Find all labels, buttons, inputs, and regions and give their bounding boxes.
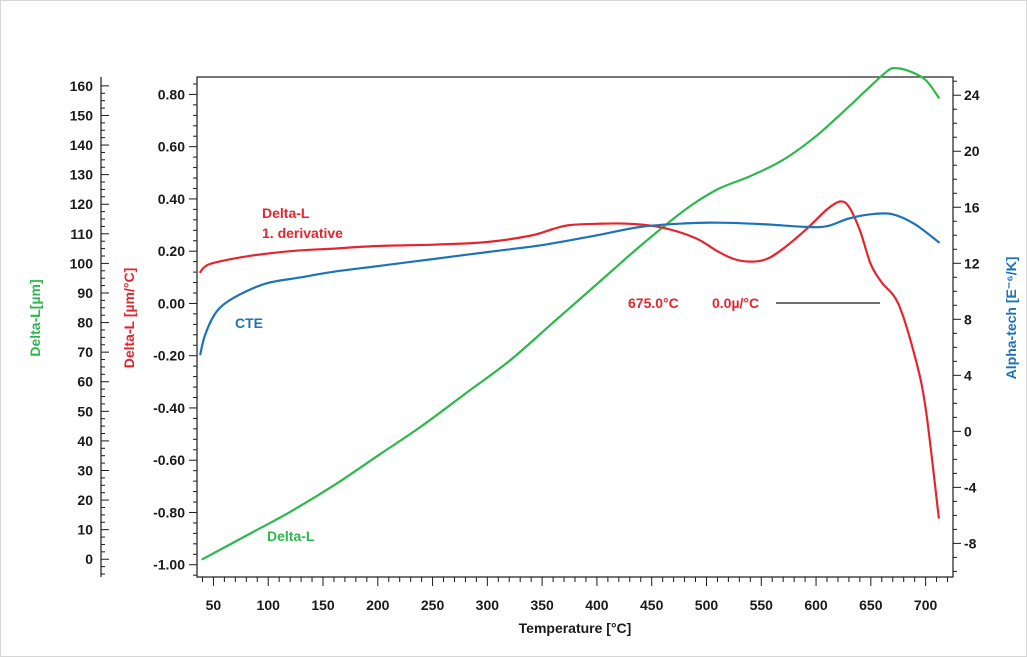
left-inner-tick-label: -0.60 xyxy=(153,452,185,468)
x-tick-label: 50 xyxy=(206,597,222,613)
left-outer-tick-label: 80 xyxy=(77,315,93,331)
left-inner-tick-label: -0.40 xyxy=(153,400,185,416)
left-outer-tick-label: 40 xyxy=(77,433,93,449)
left-outer-tick-label: 140 xyxy=(70,137,94,153)
x-tick-label: 450 xyxy=(640,597,664,613)
left-outer-tick-label: 100 xyxy=(70,255,94,271)
plot-area xyxy=(196,76,954,578)
annotation-delta-l-derivative-2: 1. derivative xyxy=(262,225,343,241)
left-outer-tick-label: 10 xyxy=(77,522,93,538)
annotation-delta-l: Delta-L xyxy=(267,528,315,544)
left-outer-tick-label: 110 xyxy=(70,226,93,242)
left-inner-tick-label: 0.00 xyxy=(158,295,185,311)
x-tick-label: 400 xyxy=(585,597,609,613)
left-outer-tick-label: 60 xyxy=(77,374,93,390)
x-axis-title: Temperature [°C] xyxy=(519,620,632,636)
x-tick-label: 550 xyxy=(750,597,774,613)
left-outer-tick-label: 120 xyxy=(70,196,94,212)
x-tick-label: 250 xyxy=(421,597,445,613)
series-delta-l-line xyxy=(201,67,940,561)
annotation-marker-value: 0.0µ/°C xyxy=(712,295,759,311)
x-tick-label: 300 xyxy=(476,597,500,613)
left-inner-tick-label: -1.00 xyxy=(153,557,185,573)
x-tick-label: 350 xyxy=(530,597,554,613)
x-tick-label: 500 xyxy=(695,597,719,613)
left-inner-tick-label: 0.80 xyxy=(158,86,185,102)
left-inner-tick-label: 0.40 xyxy=(158,191,185,207)
x-tick-label: 200 xyxy=(366,597,390,613)
x-tick-label: 150 xyxy=(311,597,335,613)
left-inner-tick-label: -0.20 xyxy=(153,348,185,364)
x-tick-label: 600 xyxy=(804,597,828,613)
plot-area-group xyxy=(196,76,954,578)
annotation-cte: CTE xyxy=(235,315,263,331)
right-tick-label: 16 xyxy=(964,199,980,215)
right-tick-label: 0 xyxy=(964,423,972,439)
right-tick-label: 20 xyxy=(964,143,980,159)
right-tick-label: -4 xyxy=(964,479,977,495)
left-outer-tick-label: 0 xyxy=(85,551,93,567)
x-tick-label: 650 xyxy=(859,597,883,613)
left-outer-tick-label: 150 xyxy=(70,107,94,123)
series-derivative-line xyxy=(199,200,940,519)
right-tick-label: 12 xyxy=(964,255,980,271)
left-outer-tick-label: 50 xyxy=(77,403,93,419)
series-group xyxy=(199,67,940,561)
right-tick-label: -8 xyxy=(964,535,977,551)
left-outer-tick-label: 70 xyxy=(77,344,93,360)
left-outer-axis-title: Delta-L[µm] xyxy=(27,279,43,356)
axes-group: 50 100 150 200 250 300 350 400 450 500 550 600 650 70… xyxy=(70,77,980,613)
right-tick-label: 4 xyxy=(964,367,972,383)
annotation-marker-temperature: 675.0°C xyxy=(628,295,679,311)
left-outer-tick-label: 20 xyxy=(77,492,93,508)
right-axis-title: Alpha-tech [E⁻⁶/K] xyxy=(1003,257,1019,380)
x-tick-label: 100 xyxy=(257,597,281,613)
left-inner-axis-title: Delta-L [µm/°C] xyxy=(121,268,137,369)
left-outer-tick-label: 90 xyxy=(77,285,93,301)
right-tick-label: 8 xyxy=(964,311,972,327)
series-cte-line xyxy=(199,212,940,356)
left-outer-tick-label: 160 xyxy=(70,78,94,94)
right-tick-label: 24 xyxy=(964,87,980,103)
left-inner-tick-label: -0.80 xyxy=(153,504,185,520)
annotation-delta-l-derivative-1: Delta-L xyxy=(262,205,310,221)
left-inner-tick-label: 0.20 xyxy=(158,243,185,259)
left-outer-tick-label: 130 xyxy=(70,167,94,183)
left-inner-tick-label: 0.60 xyxy=(158,139,185,155)
left-outer-tick-label: 30 xyxy=(77,462,93,478)
x-tick-label: 700 xyxy=(914,597,938,613)
